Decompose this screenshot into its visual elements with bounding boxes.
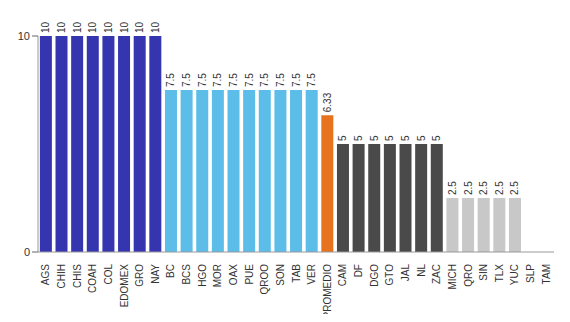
svg-text:2.5: 2.5 <box>447 181 458 195</box>
svg-text:MICH: MICH <box>447 264 458 290</box>
svg-text:5: 5 <box>431 135 442 141</box>
svg-text:10: 10 <box>134 21 145 33</box>
svg-text:COL: COL <box>103 264 114 285</box>
svg-text:SIN: SIN <box>478 264 489 281</box>
svg-text:5: 5 <box>353 135 364 141</box>
svg-text:NAY: NAY <box>150 264 161 284</box>
svg-text:7.5: 7.5 <box>197 73 208 87</box>
svg-text:10: 10 <box>40 21 51 33</box>
svg-text:NL: NL <box>416 264 427 277</box>
svg-text:2.5: 2.5 <box>463 181 474 195</box>
svg-text:5: 5 <box>400 135 411 141</box>
svg-text:2.5: 2.5 <box>494 181 505 195</box>
svg-text:10: 10 <box>119 21 130 33</box>
svg-text:PUE: PUE <box>244 264 255 285</box>
svg-text:5: 5 <box>416 135 427 141</box>
svg-text:6.33: 6.33 <box>322 92 333 112</box>
svg-text:5: 5 <box>369 135 380 141</box>
svg-text:MOR: MOR <box>212 264 223 287</box>
svg-text:7.5: 7.5 <box>228 73 239 87</box>
svg-text:BC: BC <box>165 264 176 278</box>
svg-text:JAL: JAL <box>400 264 411 282</box>
svg-text:7.5: 7.5 <box>306 73 317 87</box>
svg-text:5: 5 <box>337 135 348 141</box>
svg-text:QROO: QROO <box>259 264 270 295</box>
svg-text:0: 0 <box>24 246 30 258</box>
svg-text:DF: DF <box>353 264 364 277</box>
svg-text:10: 10 <box>72 21 83 33</box>
svg-text:TAM: TAM <box>541 264 552 284</box>
svg-text:2.5: 2.5 <box>509 181 520 195</box>
svg-text:COAH: COAH <box>87 264 98 293</box>
svg-text:ZAC: ZAC <box>431 264 442 284</box>
svg-text:VER: VER <box>306 264 317 285</box>
svg-text:HGO: HGO <box>197 264 208 287</box>
svg-text:CAM: CAM <box>337 264 348 286</box>
svg-text:QRO: QRO <box>463 264 474 287</box>
svg-text:7.5: 7.5 <box>181 73 192 87</box>
svg-text:2.5: 2.5 <box>478 181 489 195</box>
svg-text:GRO: GRO <box>134 264 145 287</box>
svg-text:OAX: OAX <box>228 264 239 285</box>
svg-text:SON: SON <box>275 264 286 286</box>
svg-text:5: 5 <box>384 135 395 141</box>
svg-text:10: 10 <box>56 21 67 33</box>
svg-text:7.5: 7.5 <box>165 73 176 87</box>
svg-text:CHIH: CHIH <box>56 264 67 288</box>
svg-text:EDOMEX: EDOMEX <box>119 264 130 308</box>
svg-text:TAB: TAB <box>291 264 302 283</box>
svg-text:AGS: AGS <box>40 264 51 285</box>
svg-text:7.5: 7.5 <box>212 73 223 87</box>
svg-text:7.5: 7.5 <box>275 73 286 87</box>
svg-text:DGO: DGO <box>369 264 380 287</box>
svg-text:7.5: 7.5 <box>244 73 255 87</box>
svg-text:7.5: 7.5 <box>291 73 302 87</box>
svg-text:SLP: SLP <box>525 264 536 283</box>
svg-text:GTO: GTO <box>384 264 395 286</box>
svg-text:PROMEDIO: PROMEDIO <box>322 264 333 314</box>
svg-text:BCS: BCS <box>181 264 192 285</box>
svg-text:TLX: TLX <box>494 264 505 283</box>
svg-text:YUC: YUC <box>509 264 520 285</box>
svg-text:10: 10 <box>87 21 98 33</box>
svg-text:10: 10 <box>150 21 161 33</box>
svg-text:CHIS: CHIS <box>72 264 83 288</box>
svg-text:7.5: 7.5 <box>259 73 270 87</box>
svg-text:10: 10 <box>18 30 30 42</box>
svg-text:10: 10 <box>103 21 114 33</box>
